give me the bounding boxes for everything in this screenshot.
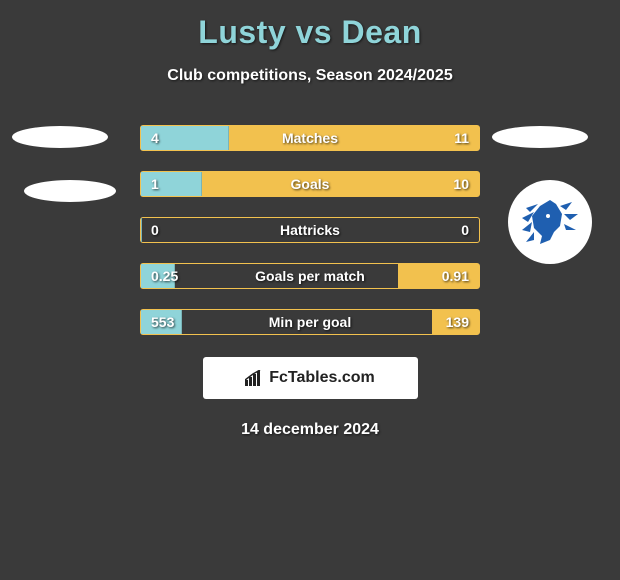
bar-right-value: 11 bbox=[454, 130, 469, 146]
stat-bar: 0 0 Hattricks bbox=[140, 217, 480, 243]
bar-label: Goals per match bbox=[255, 268, 365, 284]
bar-right-value: 10 bbox=[453, 176, 469, 192]
bar-right-value: 139 bbox=[446, 314, 469, 330]
bar-left-value: 553 bbox=[151, 314, 174, 330]
brand-box: FcTables.com bbox=[203, 357, 418, 399]
bar-label: Matches bbox=[282, 130, 338, 146]
stat-bar: 553 139 Min per goal bbox=[140, 309, 480, 335]
bar-left-value: 0.25 bbox=[151, 268, 178, 284]
bar-label: Goals bbox=[291, 176, 330, 192]
comparison-bars: 4 11 Matches 1 10 Goals 0 0 Hattricks 0.25 0.91 Goa… bbox=[0, 125, 620, 335]
bar-left-value: 1 bbox=[151, 176, 159, 192]
bar-label: Hattricks bbox=[280, 222, 340, 238]
bar-label: Min per goal bbox=[269, 314, 351, 330]
date-text: 14 december 2024 bbox=[0, 421, 620, 439]
subtitle: Club competitions, Season 2024/2025 bbox=[0, 67, 620, 85]
bar-left-value: 4 bbox=[151, 130, 159, 146]
bar-right-value: 0 bbox=[461, 222, 469, 238]
stat-bar: 4 11 Matches bbox=[140, 125, 480, 151]
stat-bar: 1 10 Goals bbox=[140, 171, 480, 197]
bar-left-value: 0 bbox=[151, 222, 159, 238]
bar-right-value: 0.91 bbox=[442, 268, 469, 284]
page-title: Lusty vs Dean bbox=[0, 0, 620, 51]
bar-right-fill bbox=[229, 126, 479, 150]
stat-bar: 0.25 0.91 Goals per match bbox=[140, 263, 480, 289]
bar-chart-icon bbox=[245, 370, 265, 386]
bar-right-fill bbox=[202, 172, 479, 196]
brand-text: FcTables.com bbox=[269, 369, 375, 387]
